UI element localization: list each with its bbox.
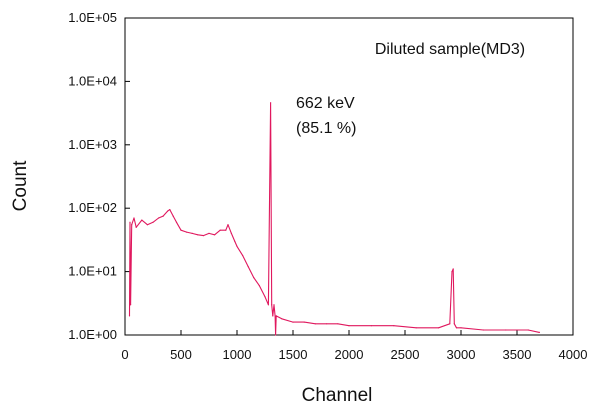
- spectrum-data-point: [270, 102, 272, 104]
- spectrum-data-point: [438, 327, 440, 329]
- spectrum-data-point: [460, 327, 462, 329]
- spectrum-data-point: [146, 224, 148, 226]
- spectrum-data-point: [281, 318, 283, 320]
- x-tick-label: 2000: [335, 347, 364, 362]
- legend-label: Diluted sample(MD3): [375, 41, 525, 58]
- spectrum-data-point: [191, 232, 193, 234]
- spectrum-data-point: [527, 329, 529, 331]
- spectrum-series-line: [128, 102, 540, 336]
- spectrum-data-point: [274, 315, 276, 317]
- spectrum-data-point: [180, 229, 182, 231]
- spectrum-data-point: [275, 334, 277, 336]
- spectrum-data-point: [455, 327, 458, 329]
- y-tick-label: 1.0E+00: [68, 327, 117, 342]
- spectrum-data-point: [135, 226, 137, 228]
- spectrum-data-point: [158, 217, 160, 219]
- spectrum-data-point: [129, 221, 131, 223]
- spectrum-data-point: [186, 231, 188, 233]
- spectrum-data-point: [247, 266, 249, 268]
- spectrum-data-point: [452, 268, 454, 270]
- peak-annotation-energy: 662 keV: [296, 95, 355, 112]
- peak-annotation-yield: (85.1 %): [296, 120, 356, 137]
- x-tick-label: 4000: [559, 347, 588, 362]
- spectrum-data-point: [197, 234, 199, 236]
- spectrum-data-point: [234, 240, 236, 242]
- x-tick-label: 2500: [391, 347, 420, 362]
- y-tick-label: 1.0E+05: [68, 10, 117, 25]
- series-group: [128, 102, 541, 336]
- x-tick-label: 1000: [223, 347, 252, 362]
- spectrum-data-point: [337, 323, 339, 325]
- spectrum-data-point: [225, 229, 227, 231]
- spectrum-data-point: [227, 224, 229, 226]
- spectrum-data-point: [538, 331, 541, 333]
- spectrum-data-point: [253, 277, 255, 279]
- spectrum-data-point: [505, 329, 507, 331]
- spectrum-data-point: [202, 235, 204, 237]
- x-axis-ticks: 0 500 1000 1500 2000 2500 3000 3500 4000: [121, 330, 587, 362]
- spectrum-data-point: [482, 329, 484, 331]
- y-tick-label: 1.0E+01: [68, 264, 117, 279]
- spectrum-data-point: [393, 325, 395, 327]
- spectrum-data-point: [208, 232, 210, 234]
- spectrum-data-point: [267, 304, 269, 306]
- spectrum-data-point: [273, 304, 275, 306]
- spectrum-data-point: [275, 315, 277, 317]
- x-tick-label: 0: [121, 347, 128, 362]
- spectrum-data-point: [219, 229, 221, 231]
- spectrum-data-point: [348, 325, 350, 327]
- spectrum-data-point: [230, 232, 232, 234]
- spectrum-data-point: [453, 323, 455, 325]
- x-tick-label: 500: [170, 347, 192, 362]
- y-tick-label: 1.0E+03: [68, 137, 117, 152]
- spectrum-data-point: [128, 315, 131, 317]
- x-tick-label: 1500: [279, 347, 308, 362]
- x-axis-title: Channel: [302, 385, 373, 406]
- y-tick-label: 1.0E+04: [68, 73, 117, 88]
- x-tick-label: 3500: [503, 347, 532, 362]
- spectrum-data-point: [303, 321, 305, 323]
- spectrum-data-point: [130, 304, 132, 306]
- spectrum-data-point: [451, 271, 453, 273]
- spectrum-data-point: [133, 217, 135, 219]
- spectrum-data-point: [236, 245, 238, 247]
- spectrum-data-point: [162, 215, 164, 217]
- y-tick-label: 1.0E+02: [68, 200, 117, 215]
- y-axis-title: Count: [10, 160, 31, 211]
- spectrum-data-point: [172, 215, 174, 217]
- x-tick-label: 3000: [447, 347, 476, 362]
- spectrum-data-point: [175, 221, 178, 223]
- spectrum-data-point: [169, 209, 171, 211]
- spectrum-data-point: [131, 224, 133, 226]
- y-axis-ticks: 1.0E+00 1.0E+01 1.0E+02 1.0E+03 1.0E+04 1.0E+…: [68, 10, 130, 342]
- spectrum-data-point: [264, 296, 266, 298]
- spectrum-data-point: [314, 323, 316, 325]
- spectrum-data-point: [271, 304, 273, 306]
- spectrum-data-point: [141, 219, 143, 221]
- spectrum-data-point: [258, 285, 260, 287]
- spectrum-data-point: [242, 254, 244, 256]
- spectrum-data-point: [415, 327, 417, 329]
- spectrum-data-point: [167, 210, 169, 212]
- spectrum-data-point: [214, 234, 216, 236]
- plot-frame: [124, 17, 574, 336]
- spectrum-data-point: [272, 315, 274, 317]
- spectrum-data-point: [449, 323, 451, 325]
- spectrum-data-point: [152, 221, 154, 223]
- spectrum-data-point: [292, 321, 294, 323]
- spectrum-data-point: [370, 325, 372, 327]
- spectrum-data-point: [326, 323, 328, 325]
